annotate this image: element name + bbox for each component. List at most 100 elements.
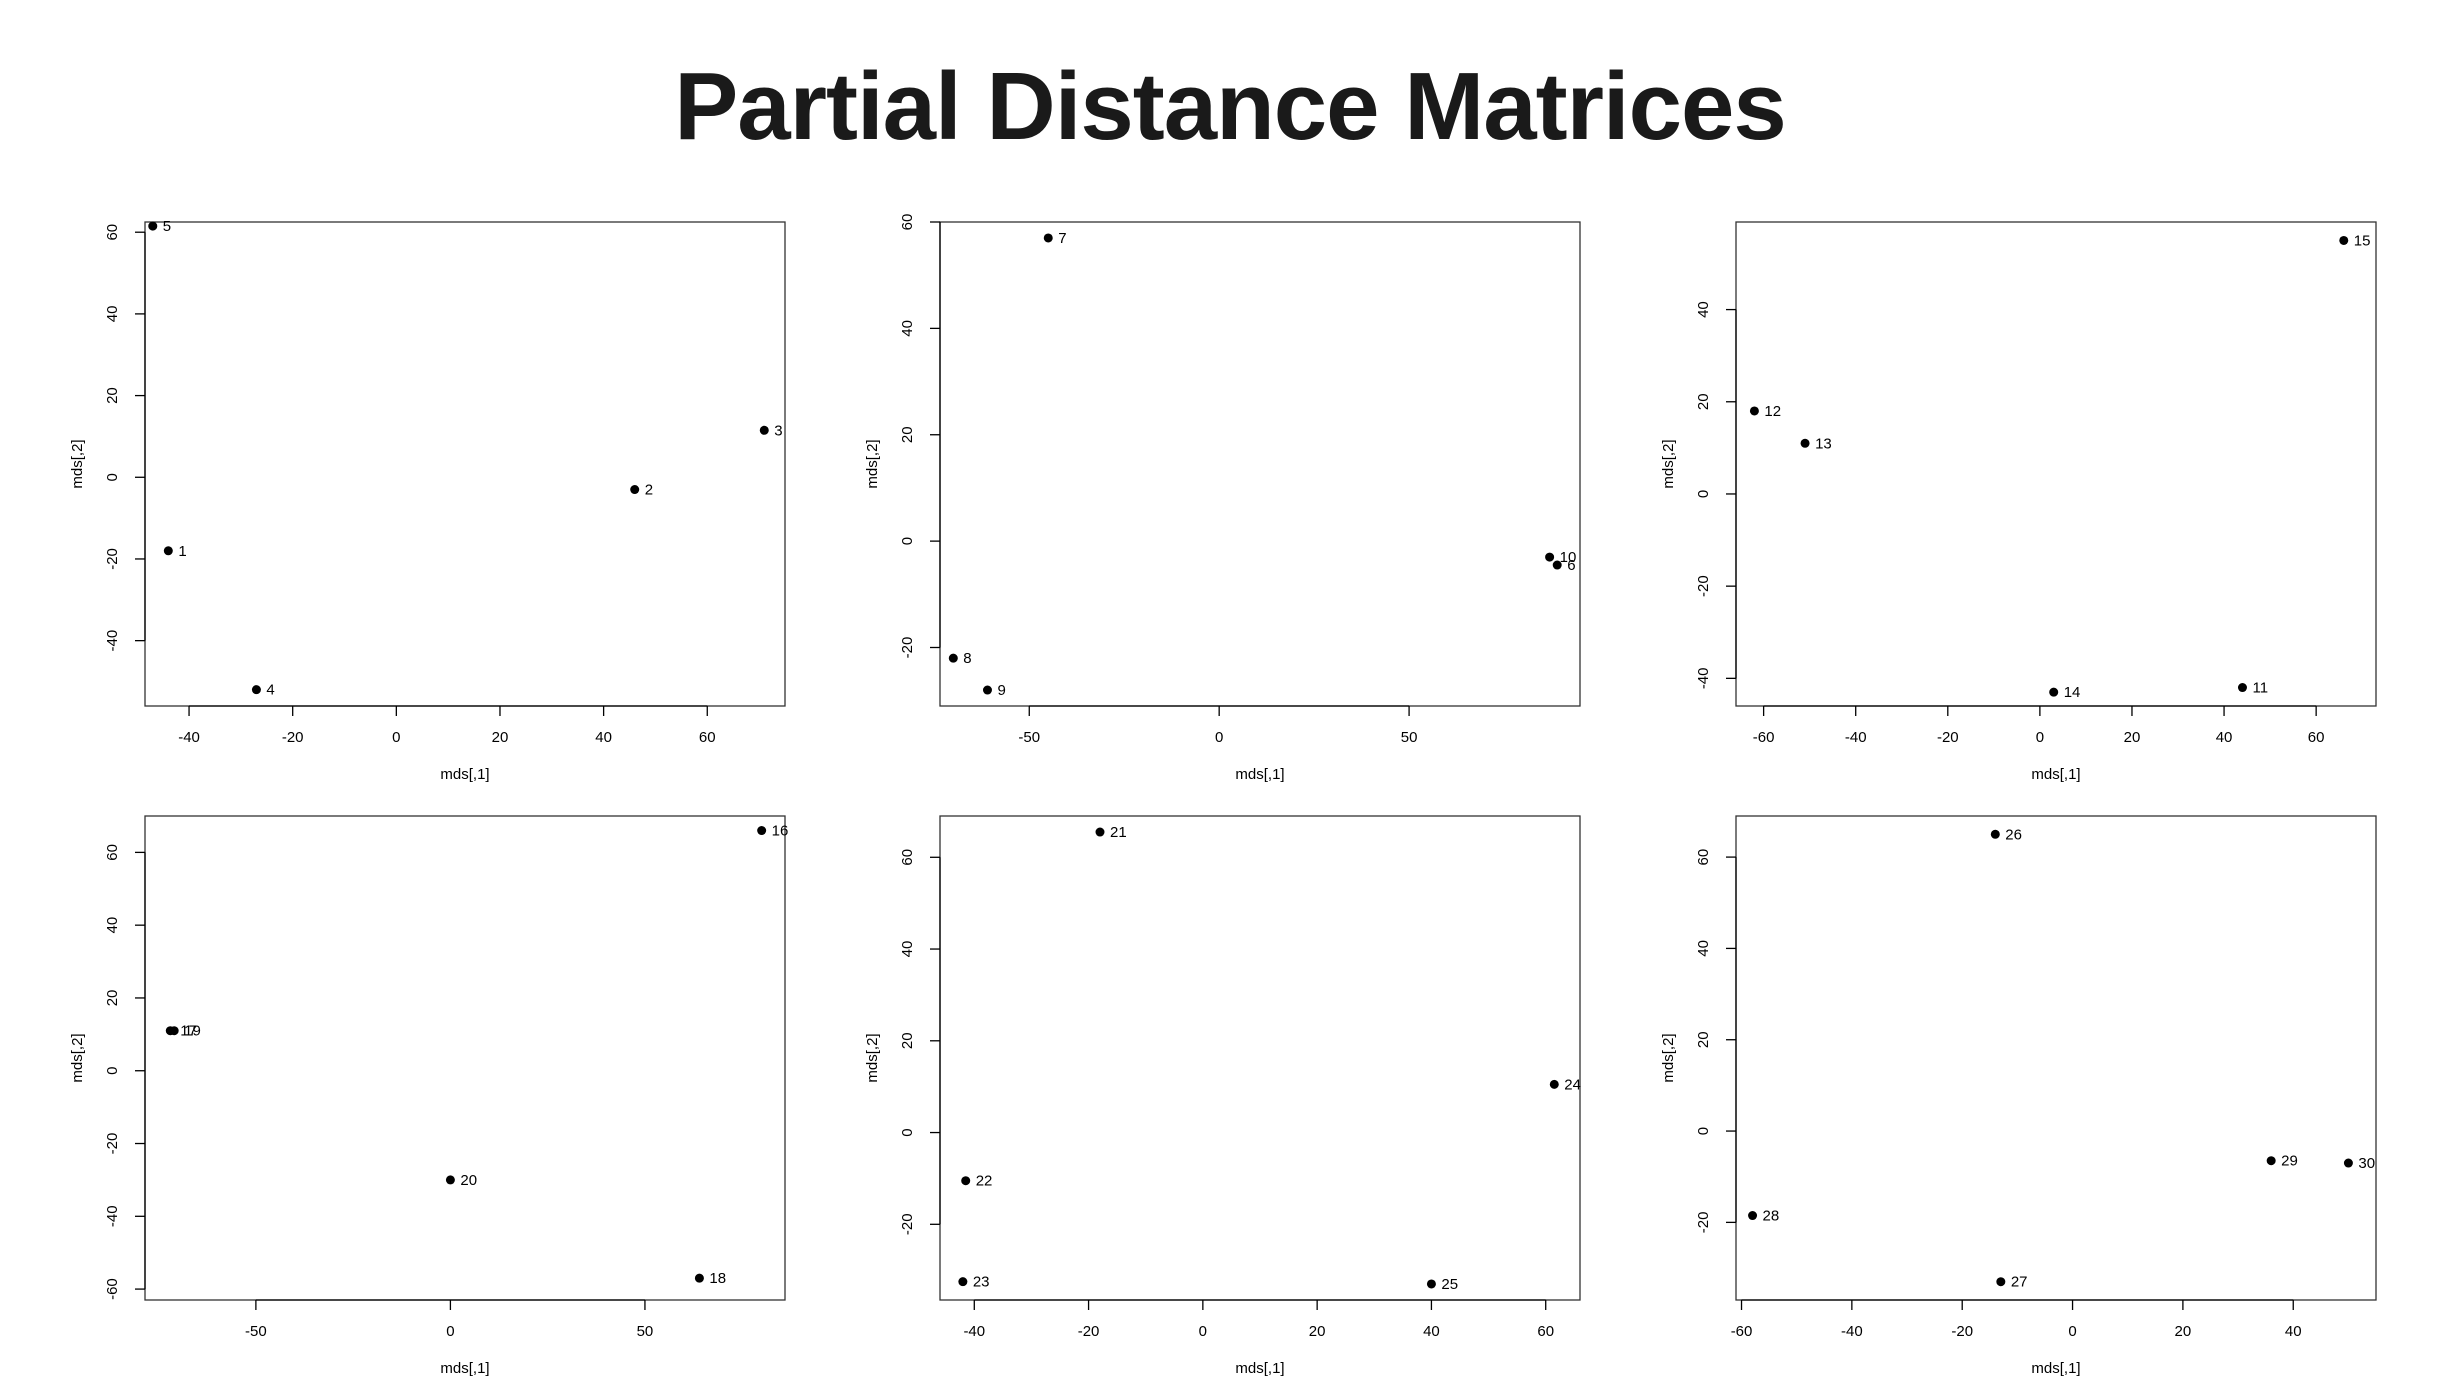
point-label: 28	[1763, 1208, 1780, 1225]
y-tick-label: 40	[1695, 940, 1712, 957]
y-tick-label: -20	[899, 637, 916, 659]
scatter-plot-3: -60 -40 -20 0 20 40 60 mds[,1] -40 -20 0 20 40 mds[,2…	[1660, 221, 2377, 783]
y-axis-label: mds[,2]	[1660, 1033, 1677, 1082]
point-label: 2	[645, 482, 653, 499]
page-title: Partial Distance Matrices	[674, 53, 1787, 160]
x-tick-label: 60	[699, 729, 716, 746]
point-label: 21	[1110, 824, 1127, 841]
x-tick-label: 0	[1199, 1323, 1207, 1340]
y-tick-label: 20	[104, 387, 121, 404]
x-tick-label: -60	[1753, 729, 1775, 746]
y-axis-label: mds[,2]	[69, 439, 86, 488]
y-tick-label: 40	[1695, 301, 1712, 318]
y-tick-label: -20	[899, 1213, 916, 1235]
y-tick-label: -40	[104, 1205, 121, 1227]
plot-frame	[1735, 221, 2377, 707]
y-tick-label: 20	[1695, 393, 1712, 410]
y-tick-label: -40	[104, 630, 121, 652]
data-point	[251, 685, 261, 695]
point-label: 27	[2011, 1274, 2028, 1291]
x-tick-label: 50	[637, 1323, 654, 1340]
data-point	[1426, 1279, 1436, 1289]
point-label: 26	[2005, 826, 2022, 843]
point-label: 1	[178, 543, 186, 560]
x-tick-label: 60	[1537, 1323, 1554, 1340]
y-tick-label: 60	[104, 224, 121, 241]
x-axis-label: mds[,1]	[1235, 766, 1284, 783]
y-tick-label: 60	[899, 214, 916, 231]
data-point	[163, 546, 173, 556]
point-label: 20	[460, 1172, 477, 1189]
point-label: 5	[163, 218, 171, 235]
x-tick-label: -20	[1937, 729, 1959, 746]
y-tick-label: 40	[899, 941, 916, 958]
point-label: 17	[180, 1023, 197, 1040]
data-point	[1990, 829, 2000, 839]
y-tick-label: 40	[104, 306, 121, 323]
y-tick-label: 20	[899, 1032, 916, 1049]
x-axis-label: mds[,1]	[2031, 1360, 2080, 1377]
data-point	[445, 1175, 455, 1185]
data-point	[1552, 560, 1562, 570]
x-tick-label: 0	[1215, 729, 1223, 746]
y-tick-label: -40	[1695, 667, 1712, 689]
point-label: 16	[772, 823, 789, 840]
x-tick-label: 60	[2308, 729, 2325, 746]
y-tick-label: 20	[104, 990, 121, 1007]
data-point	[1095, 827, 1105, 837]
y-tick-label: 40	[104, 917, 121, 934]
y-tick-label: -20	[1695, 1212, 1712, 1234]
scatter-plot-2: -50 0 50 mds[,1] -20 0 20 40 60 mds[,2] 7 106 8 9	[864, 214, 1581, 783]
point-label: 12	[1764, 403, 1781, 420]
x-tick-label: 40	[595, 729, 612, 746]
x-tick-label: 40	[2216, 729, 2233, 746]
y-tick-label: 0	[899, 1128, 916, 1136]
data-point	[948, 653, 958, 663]
data-point	[1748, 1211, 1758, 1221]
x-tick-label: 20	[2175, 1323, 2192, 1340]
scatter-plot-6: -60 -40 -20 0 20 40 mds[,1] -20 0 20 40 60 mds[,2] 26…	[1660, 815, 2377, 1377]
point-label: 29	[2281, 1153, 2298, 1170]
point-label: 19	[184, 1023, 201, 1040]
data-point	[982, 685, 992, 695]
y-tick-label: 40	[899, 320, 916, 337]
data-point	[1043, 233, 1053, 243]
y-tick-label: 0	[899, 537, 916, 545]
x-tick-label: 20	[1309, 1323, 1326, 1340]
y-tick-label: 60	[104, 844, 121, 861]
x-tick-label: 20	[492, 729, 509, 746]
data-point	[2237, 683, 2247, 693]
data-point	[1800, 438, 1810, 448]
x-tick-label: -60	[1731, 1323, 1753, 1340]
data-point	[630, 485, 640, 495]
data-point	[2266, 1156, 2276, 1166]
x-tick-label: -20	[1078, 1323, 1100, 1340]
data-point	[1749, 406, 1759, 416]
x-tick-label: -40	[963, 1323, 985, 1340]
plot-frame	[1735, 815, 2377, 1301]
x-axis-label: mds[,1]	[440, 1360, 489, 1377]
point-label: 3	[774, 422, 782, 439]
point-label: 7	[1058, 230, 1066, 247]
point-label: 30	[2358, 1155, 2375, 1172]
point-label: 25	[1441, 1276, 1458, 1293]
y-axis-label: mds[,2]	[864, 1033, 881, 1082]
point-label: 23	[973, 1274, 990, 1291]
y-tick-label: 0	[1695, 1127, 1712, 1135]
x-tick-label: 0	[446, 1323, 454, 1340]
point-label: 15	[2354, 232, 2371, 249]
x-tick-label: -50	[1018, 729, 1040, 746]
point-label: 6	[1567, 557, 1575, 574]
y-tick-label: 0	[104, 473, 121, 481]
data-point	[757, 826, 767, 836]
y-tick-label: 20	[1695, 1031, 1712, 1048]
point-label: 22	[976, 1173, 993, 1190]
y-tick-label: 20	[899, 426, 916, 443]
data-point	[2339, 235, 2349, 245]
y-tick-label: 0	[104, 1067, 121, 1075]
data-point	[759, 425, 769, 435]
data-point	[1996, 1277, 2006, 1287]
point-label: 24	[1564, 1076, 1581, 1093]
x-tick-label: 0	[2036, 729, 2044, 746]
point-label: 4	[266, 682, 274, 699]
